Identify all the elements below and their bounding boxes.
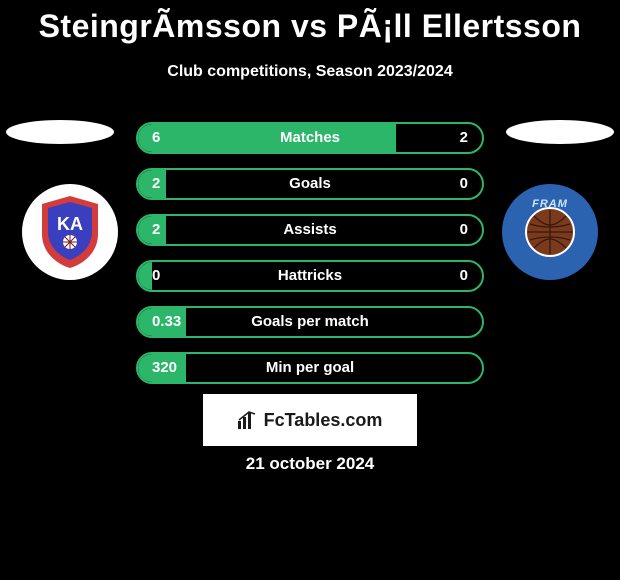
- club-badge-left: KA: [22, 184, 118, 280]
- bars-icon: [238, 411, 258, 429]
- stat-row: 2Assists0: [136, 214, 484, 246]
- logo-text: FcTables.com: [264, 410, 383, 431]
- stat-label: Goals per match: [138, 308, 482, 336]
- club-badge-right: FRAM: [502, 184, 598, 280]
- subtitle: Club competitions, Season 2023/2024: [0, 63, 620, 81]
- stat-right-value: 0: [460, 216, 468, 244]
- stats-container: 6Matches22Goals02Assists00Hattricks00.33…: [136, 122, 484, 398]
- stat-right-value: 0: [460, 170, 468, 198]
- stat-label: Min per goal: [138, 354, 482, 382]
- stat-right-value: 0: [460, 262, 468, 290]
- stat-row: 6Matches2: [136, 122, 484, 154]
- stat-label: Goals: [138, 170, 482, 198]
- snapshot-date: 21 october 2024: [0, 454, 620, 474]
- stat-right-value: 2: [460, 124, 468, 152]
- stat-row: 0Hattricks0: [136, 260, 484, 292]
- ka-shield-icon: KA: [36, 194, 104, 270]
- stat-row: 2Goals0: [136, 168, 484, 200]
- ellipse-left: [6, 120, 114, 144]
- fctables-logo: FcTables.com: [203, 394, 417, 446]
- ellipse-right: [506, 120, 614, 144]
- stat-label: Assists: [138, 216, 482, 244]
- stat-row: 320Min per goal: [136, 352, 484, 384]
- stat-label: Matches: [138, 124, 482, 152]
- page-title: SteingrÃmsson vs PÃ¡ll Ellertsson: [0, 0, 620, 45]
- ka-label: KA: [57, 214, 83, 234]
- stat-row: 0.33Goals per match: [136, 306, 484, 338]
- stat-label: Hattricks: [138, 262, 482, 290]
- fram-ball-icon: [524, 206, 576, 258]
